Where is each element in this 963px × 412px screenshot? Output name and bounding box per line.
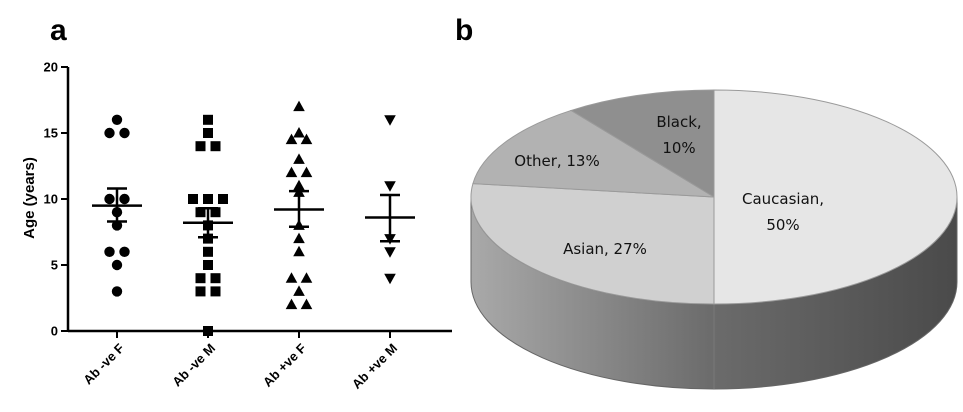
pie-slice bbox=[569, 89, 715, 198]
pie-slice bbox=[470, 183, 715, 305]
data-point bbox=[285, 298, 298, 310]
scatter-marks bbox=[92, 100, 415, 336]
y-axis-title: Age (years) bbox=[21, 157, 38, 239]
panel-a-label: a bbox=[50, 14, 67, 47]
y-tick-label: 0 bbox=[51, 324, 58, 339]
data-point bbox=[111, 259, 123, 271]
data-point bbox=[210, 286, 221, 297]
data-point bbox=[119, 127, 130, 139]
data-point bbox=[104, 127, 115, 139]
pie-slice-label: Caucasian, bbox=[742, 190, 824, 208]
data-point bbox=[384, 273, 396, 285]
y-tick-label: 15 bbox=[44, 126, 58, 141]
data-point bbox=[119, 246, 130, 257]
data-point bbox=[111, 220, 123, 231]
pie-slice-value-label: 50% bbox=[766, 216, 799, 234]
pie-chart: Caucasian, 50% Asian, 27% Other, 13% Black, 1… bbox=[470, 89, 958, 390]
pie-slice bbox=[713, 89, 958, 305]
data-point bbox=[300, 272, 313, 283]
data-point bbox=[203, 128, 213, 138]
panel-b-label: b bbox=[455, 14, 473, 47]
data-point bbox=[300, 166, 313, 178]
pie-slice-label: Asian, 27% bbox=[563, 240, 647, 258]
data-point bbox=[300, 298, 313, 310]
panel-a: a Age (years) 0 5 10 15 20 Ab -ve F Ab -ve M Ab… bbox=[21, 14, 452, 392]
data-point bbox=[203, 326, 213, 336]
data-point bbox=[203, 246, 213, 257]
data-point bbox=[384, 115, 396, 126]
data-point bbox=[293, 285, 305, 296]
data-point bbox=[188, 194, 198, 204]
data-point bbox=[293, 100, 305, 112]
data-point bbox=[285, 166, 298, 178]
x-tick-label: Ab -ve F bbox=[80, 340, 127, 387]
data-point bbox=[293, 245, 305, 257]
data-point bbox=[384, 247, 396, 258]
pie-slice-label: Black, bbox=[656, 113, 701, 131]
y-tick-label: 5 bbox=[51, 258, 58, 273]
data-point bbox=[203, 114, 213, 125]
pie-slice-value-label: 10% bbox=[662, 139, 695, 157]
data-point bbox=[300, 133, 313, 145]
panel-b: b Caucasian, 50% Asian, 27% Other, 13% Black… bbox=[455, 14, 958, 390]
data-point bbox=[293, 179, 305, 191]
data-point bbox=[195, 207, 206, 218]
y-tick-label: 10 bbox=[44, 192, 58, 207]
data-point bbox=[384, 181, 396, 192]
data-point bbox=[210, 141, 221, 152]
x-tick-label: Ab +ve M bbox=[349, 341, 400, 392]
data-point bbox=[203, 260, 213, 270]
data-point bbox=[293, 232, 305, 244]
data-point bbox=[285, 272, 298, 283]
data-point bbox=[195, 273, 206, 284]
data-point bbox=[285, 133, 298, 145]
data-point bbox=[210, 273, 221, 284]
x-tick-label: Ab -ve M bbox=[169, 341, 218, 390]
data-point bbox=[203, 233, 213, 244]
x-tick-label: Ab +ve F bbox=[260, 340, 309, 389]
data-point bbox=[293, 153, 305, 164]
data-point bbox=[104, 193, 115, 205]
data-point bbox=[111, 286, 123, 297]
data-point bbox=[218, 194, 228, 204]
data-point bbox=[293, 127, 305, 138]
data-point bbox=[111, 114, 123, 126]
data-point bbox=[104, 246, 115, 257]
data-point bbox=[203, 194, 213, 204]
pie-slice bbox=[472, 109, 715, 198]
y-tick-label: 20 bbox=[44, 60, 58, 75]
data-point bbox=[119, 193, 130, 205]
pie-slice-label: Other, 13% bbox=[514, 152, 599, 170]
data-point bbox=[195, 141, 206, 152]
data-point bbox=[210, 207, 221, 218]
data-point bbox=[195, 286, 206, 297]
